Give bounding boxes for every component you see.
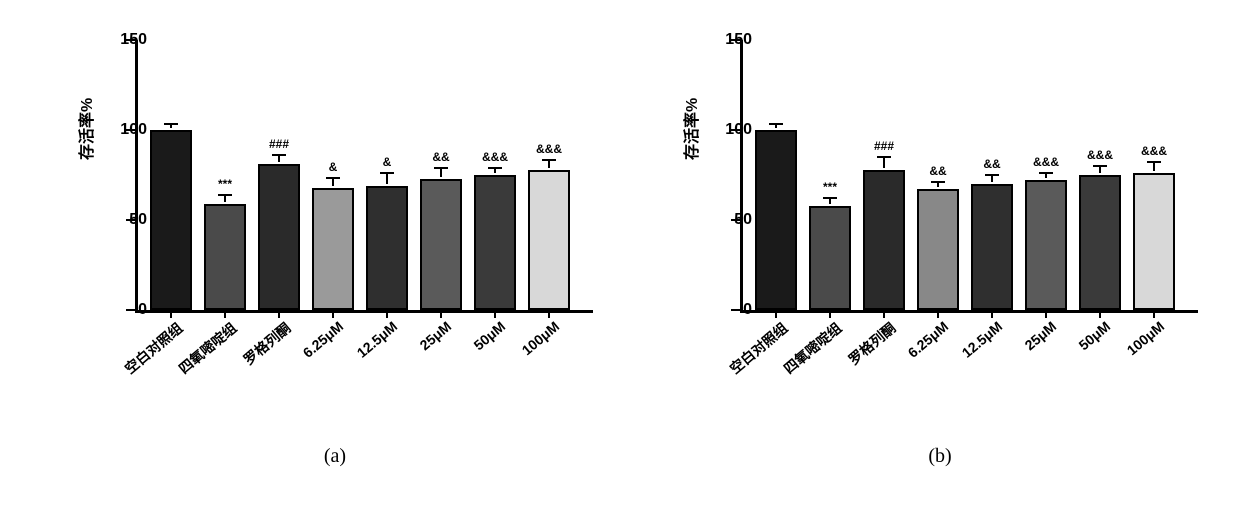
ytick-label: 150 <box>107 31 147 49</box>
bar <box>150 130 192 310</box>
error-bar <box>278 155 280 162</box>
error-bar <box>991 175 993 182</box>
significance-label: &&& <box>1016 155 1076 169</box>
bar: ### <box>863 170 905 310</box>
xtick <box>440 310 442 318</box>
xtick <box>937 310 939 318</box>
error-cap <box>931 181 945 183</box>
bar: && <box>420 179 462 310</box>
bar <box>755 130 797 310</box>
error-cap <box>877 156 891 158</box>
ytick-label: 0 <box>712 301 752 319</box>
error-cap <box>542 159 556 161</box>
xtick <box>494 310 496 318</box>
xtick <box>224 310 226 318</box>
sublabel-a: (a) <box>55 445 615 468</box>
sublabel-b: (b) <box>660 445 1220 468</box>
error-bar <box>224 195 226 202</box>
xtick <box>883 310 885 318</box>
significance-label: & <box>357 155 417 169</box>
significance-label: *** <box>800 180 860 194</box>
ytick-label: 150 <box>712 31 752 49</box>
bar: &&& <box>1025 180 1067 310</box>
error-cap <box>1093 165 1107 167</box>
error-cap <box>769 123 783 125</box>
significance-label: && <box>908 164 968 178</box>
error-cap <box>164 123 178 125</box>
error-cap <box>1039 172 1053 174</box>
error-cap <box>434 167 448 169</box>
xtick <box>775 310 777 318</box>
error-bar <box>883 157 885 168</box>
error-cap <box>380 172 394 174</box>
error-cap <box>326 177 340 179</box>
xtick <box>1099 310 1101 318</box>
significance-label: &&& <box>1070 148 1130 162</box>
bar: & <box>312 188 354 310</box>
ytick-label: 0 <box>107 301 147 319</box>
bar: &&& <box>1079 175 1121 310</box>
xtick <box>278 310 280 318</box>
error-cap <box>823 197 837 199</box>
xtick <box>332 310 334 318</box>
xtick <box>170 310 172 318</box>
panel-a: 存活率% ***###&&&&&&&&&& 050100150空白对照组四氧嘧啶… <box>55 20 615 400</box>
error-bar <box>440 168 442 177</box>
significance-label: & <box>303 160 363 174</box>
error-cap <box>488 167 502 169</box>
bar: && <box>971 184 1013 310</box>
error-cap <box>1147 161 1161 163</box>
ylabel-a: 存活率% <box>73 98 97 160</box>
bar: && <box>917 189 959 310</box>
xtick <box>1045 310 1047 318</box>
bar: &&& <box>528 170 570 310</box>
xtick <box>991 310 993 318</box>
error-bar <box>1153 162 1155 171</box>
error-cap <box>272 154 286 156</box>
error-bar <box>548 160 550 167</box>
ytick-label: 50 <box>712 211 752 229</box>
bar: *** <box>204 204 246 310</box>
ylabel-b: 存活率% <box>678 98 702 160</box>
error-bar <box>386 173 388 184</box>
bar: &&& <box>1133 173 1175 310</box>
xtick <box>548 310 550 318</box>
significance-label: *** <box>195 177 255 191</box>
panel-b: 存活率% ***###&&&&&&&&&&&&& 050100150空白对照组四… <box>660 20 1220 400</box>
xtick <box>829 310 831 318</box>
error-bar <box>332 178 334 185</box>
ytick-label: 100 <box>107 121 147 139</box>
bar: *** <box>809 206 851 310</box>
ytick-label: 100 <box>712 121 752 139</box>
significance-label: &&& <box>519 142 579 156</box>
significance-label: ### <box>249 137 309 151</box>
significance-label: && <box>411 150 471 164</box>
bar: &&& <box>474 175 516 310</box>
bar: & <box>366 186 408 310</box>
bar: ### <box>258 164 300 310</box>
error-bar <box>1099 166 1101 173</box>
xtick <box>386 310 388 318</box>
error-cap <box>218 194 232 196</box>
xtick <box>1153 310 1155 318</box>
significance-label: ### <box>854 139 914 153</box>
figure: 存活率% ***###&&&&&&&&&& 050100150空白对照组四氧嘧啶… <box>0 0 1240 519</box>
significance-label: &&& <box>1124 144 1184 158</box>
error-cap <box>985 174 999 176</box>
significance-label: && <box>962 157 1022 171</box>
chart-area-b: ***###&&&&&&&&&&&&& <box>740 40 1198 313</box>
chart-area-a: ***###&&&&&&&&&& <box>135 40 593 313</box>
significance-label: &&& <box>465 150 525 164</box>
ytick-label: 50 <box>107 211 147 229</box>
